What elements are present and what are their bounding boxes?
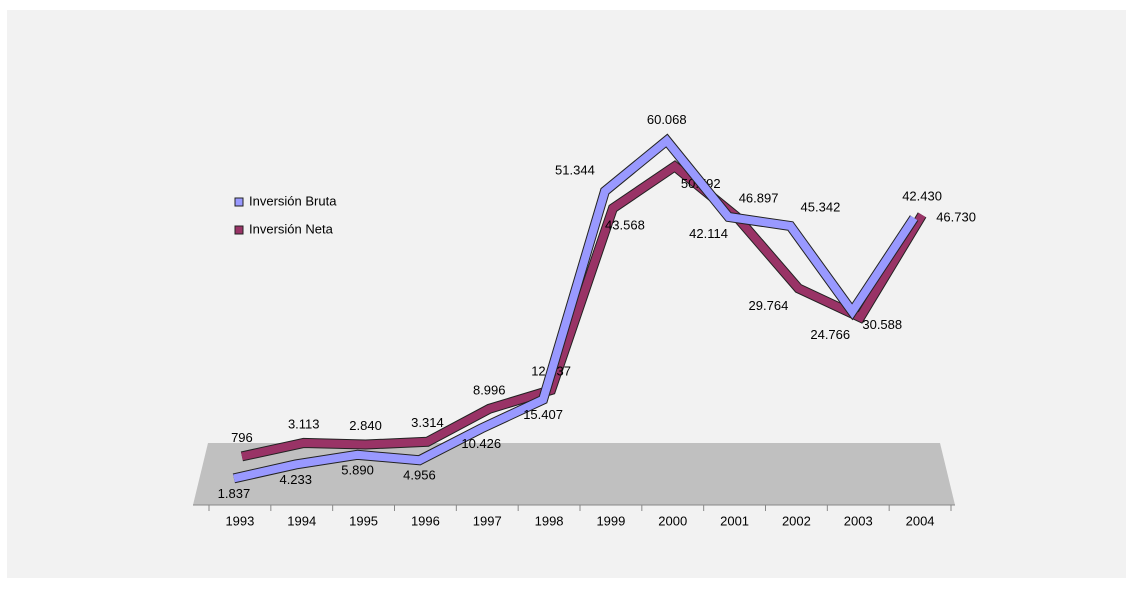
data-label: 46.897	[739, 190, 779, 205]
x-tick-label: 2002	[782, 513, 811, 528]
data-label: 46.730	[936, 209, 976, 224]
x-tick-label: 1994	[287, 513, 316, 528]
data-label: 4.956	[403, 468, 436, 483]
data-label: 24.766	[810, 327, 850, 342]
data-label: 4.233	[279, 472, 312, 487]
legend-swatch	[234, 225, 244, 235]
x-tick-label: 1999	[596, 513, 625, 528]
data-label: 42.114	[689, 226, 728, 241]
legend-swatch	[234, 197, 244, 207]
x-tick-label: 1995	[349, 513, 378, 528]
data-label: 8.996	[473, 382, 506, 397]
x-tick-label: 2003	[844, 513, 873, 528]
data-label: 42.430	[902, 188, 942, 203]
x-tick-label: 2004	[906, 513, 935, 528]
series-line	[241, 161, 926, 461]
data-label: 1.837	[218, 486, 251, 501]
data-label: 45.342	[801, 199, 841, 214]
series-line	[233, 134, 918, 483]
x-tick-label: 1997	[473, 513, 502, 528]
legend-label: Inversión Bruta	[249, 193, 337, 208]
data-label: 30.588	[862, 317, 902, 332]
data-label: 10.426	[461, 436, 501, 451]
x-tick-label: 2000	[658, 513, 687, 528]
x-tick-label: 2001	[720, 513, 749, 528]
x-tick-label: 1996	[411, 513, 440, 528]
data-label: 796	[231, 430, 253, 445]
data-label: 3.314	[411, 415, 444, 430]
data-label: 5.890	[341, 462, 374, 477]
data-label: 51.344	[555, 163, 595, 178]
data-label: 2.840	[349, 418, 382, 433]
data-label: 43.568	[605, 218, 645, 233]
data-label: 29.764	[749, 298, 789, 313]
data-label: 3.113	[288, 416, 320, 431]
legend-label: Inversión Neta	[249, 221, 334, 236]
data-label: 15.407	[523, 407, 563, 422]
x-tick-label: 1998	[535, 513, 564, 528]
data-label: 60.068	[647, 112, 687, 127]
x-tick-label: 1993	[225, 513, 254, 528]
